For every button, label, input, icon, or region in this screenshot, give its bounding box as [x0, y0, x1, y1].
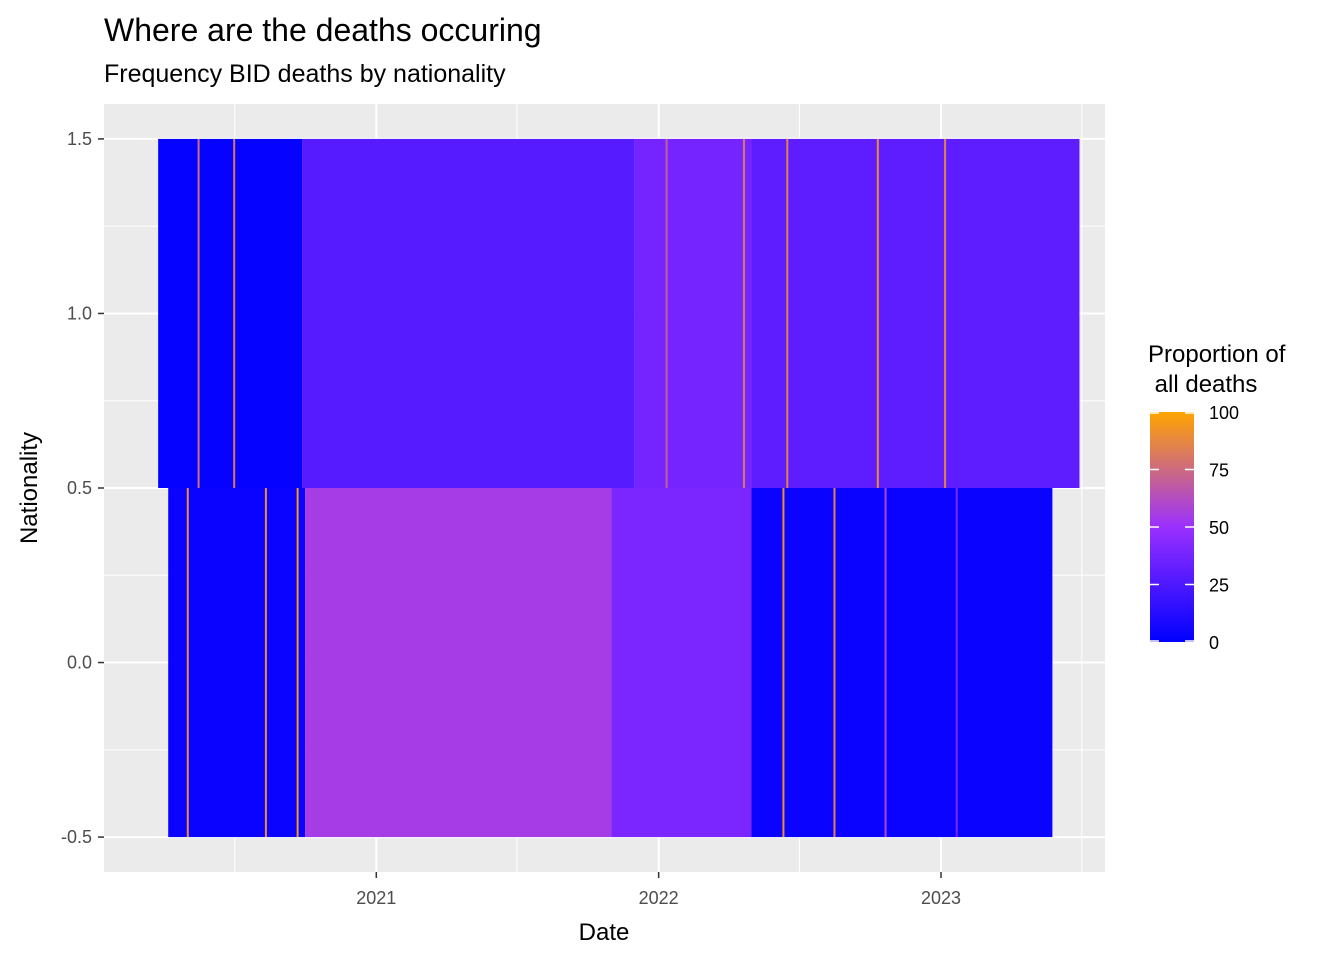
y-tick-label: 0.5 [67, 478, 92, 498]
chart-subtitle: Frequency BID deaths by nationality [104, 60, 506, 88]
legend-ticks: 100 75 50 25 0 [1150, 403, 1239, 653]
heatmap-spike [782, 488, 785, 838]
legend-title-line-2: all deaths [1148, 371, 1257, 398]
heatmap-spike [884, 488, 887, 838]
y-tick-label: 1.5 [67, 129, 92, 149]
legend-label: 100 [1209, 403, 1239, 423]
heatmap-tile [305, 488, 612, 838]
legend-label: 0 [1209, 633, 1219, 653]
heatmap-tile [751, 138, 1080, 488]
heatmap-tile [611, 488, 752, 838]
heatmap-tile [302, 138, 635, 488]
legend: Proportion of all deaths 100 75 50 25 0 [1148, 341, 1286, 653]
heatmap-spike [742, 138, 745, 488]
heatmap-spike [296, 488, 299, 838]
heatmap-tile [168, 488, 306, 838]
heatmap-spike [786, 138, 789, 488]
axes: 2021 2022 2023 1.5 1.0 0.5 0.0 -0.5 [61, 129, 961, 908]
heatmap-tiles [158, 138, 1080, 838]
heatmap-spike [233, 138, 236, 488]
legend-label: 25 [1209, 576, 1229, 596]
legend-label: 50 [1209, 518, 1229, 538]
heatmap-spike [186, 488, 189, 838]
x-tick-label: 2023 [921, 888, 961, 908]
heatmap-spike [665, 138, 668, 488]
heatmap-spike [944, 138, 947, 488]
heatmap-spike [833, 488, 836, 838]
x-tick-label: 2021 [356, 888, 396, 908]
y-tick-label: 1.0 [67, 303, 92, 323]
legend-title-line-1: Proportion of [1148, 341, 1286, 368]
y-tick-label: -0.5 [61, 827, 92, 847]
heatmap-spike [876, 138, 879, 488]
x-tick-label: 2022 [639, 888, 679, 908]
heatmap-tile [634, 138, 752, 488]
chart-title: Where are the deaths occuring [104, 12, 542, 48]
y-axis-title: Nationality [16, 432, 43, 544]
heatmap-spike [197, 138, 200, 488]
y-tick-label: 0.0 [67, 653, 92, 673]
heatmap-spike [264, 488, 267, 838]
heatmap-tile [158, 138, 303, 488]
x-axis-title: Date [579, 919, 630, 946]
heatmap-spike [955, 488, 958, 838]
legend-label: 75 [1209, 461, 1229, 481]
heatmap-tile [751, 488, 1053, 838]
